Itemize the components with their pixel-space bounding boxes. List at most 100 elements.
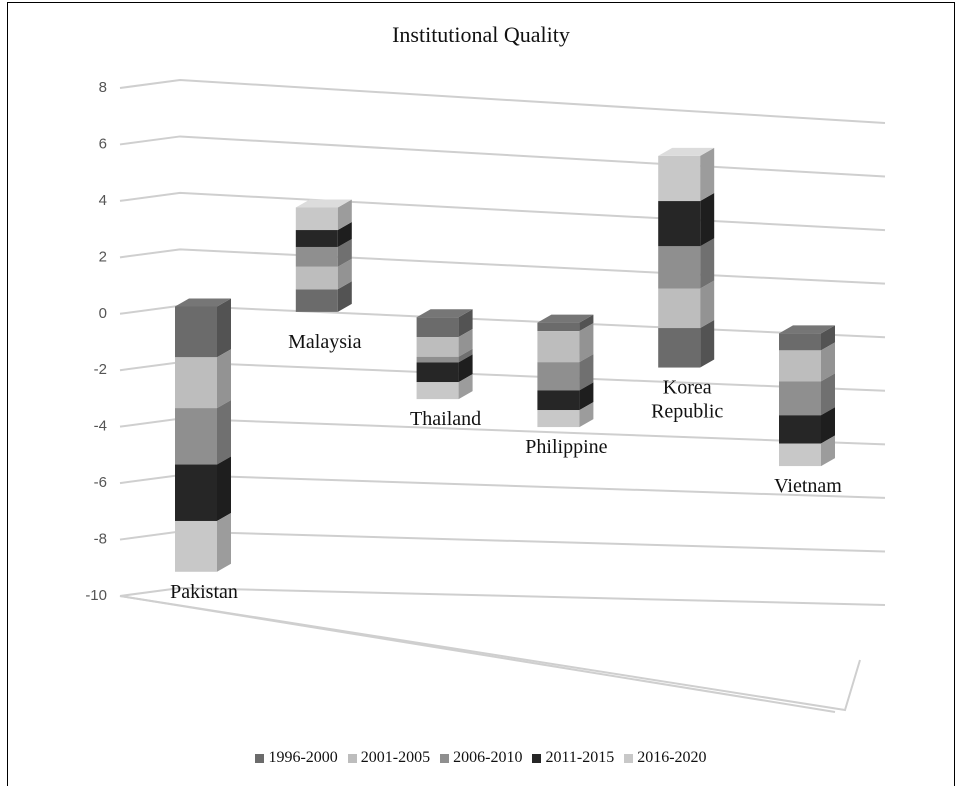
category-label: Republic xyxy=(651,401,723,423)
bar-segment-side xyxy=(337,281,352,312)
category-label: Pakistan xyxy=(170,581,238,603)
y-tick-label: -2 xyxy=(94,361,107,378)
bar-segment-front xyxy=(416,337,459,357)
bar-segment-front xyxy=(175,464,217,521)
gridline xyxy=(119,586,886,606)
bar-segment-side xyxy=(700,280,715,329)
bar-segment-front xyxy=(658,155,701,202)
category-labels: Pakistan Malaysia Thailand Philippine KoreaR… xyxy=(170,331,842,603)
bar-segment-side xyxy=(458,329,473,357)
legend-swatch xyxy=(255,753,265,763)
y-tick-label: 4 xyxy=(99,192,107,209)
legend-label: 2006-2010 xyxy=(453,749,523,766)
category-label: Vietnam xyxy=(774,475,842,497)
bar-segment-side xyxy=(700,320,715,368)
bar-segment-side xyxy=(579,323,594,363)
bar-segment-side xyxy=(821,407,835,444)
gridline xyxy=(119,474,886,499)
bar-segment-side xyxy=(458,374,473,400)
bar-stack xyxy=(779,325,835,467)
bar-segment-side xyxy=(337,222,352,247)
legend-label: 2001-2005 xyxy=(360,749,431,766)
bar-stack xyxy=(537,314,594,428)
bar-segment-side xyxy=(579,314,594,332)
bar-segment-front xyxy=(295,266,338,290)
bar-segment-front xyxy=(779,381,821,416)
bar-segment-side xyxy=(458,354,473,383)
bar-stack xyxy=(295,199,352,312)
bar-segment-side xyxy=(458,309,473,338)
y-tick-label: -10 xyxy=(85,587,107,604)
bar-segment-side xyxy=(700,193,715,247)
gridline xyxy=(119,417,886,446)
gridline xyxy=(119,78,886,124)
legend-item: 2011-2015 xyxy=(532,749,614,767)
legend: 1996-2000 2001-2005 2006-2010 2011-2015 2016… xyxy=(0,749,962,767)
legend-label: 1996-2000 xyxy=(268,749,338,766)
legend-swatch xyxy=(624,753,634,763)
bar-segment-side xyxy=(337,199,352,231)
bar-segment-front xyxy=(537,331,580,363)
bar-top xyxy=(295,199,352,208)
gridline xyxy=(119,530,886,553)
bar-segment-front xyxy=(779,443,821,467)
category-label: Philippine xyxy=(525,436,607,458)
bar-segment-front xyxy=(175,306,217,358)
bar-segment-side xyxy=(217,298,231,358)
legend-item: 2001-2005 xyxy=(347,749,431,767)
bar-segment-side xyxy=(821,373,835,416)
bar-segment-side xyxy=(217,349,231,409)
floor-front-edge xyxy=(119,595,836,713)
bar-segment-side xyxy=(337,238,352,267)
bar-segment-front xyxy=(658,246,701,289)
legend-item: 2016-2020 xyxy=(624,749,707,767)
bar-segment-front xyxy=(175,520,217,572)
bar-top xyxy=(175,298,231,307)
y-tick-label: -8 xyxy=(94,531,107,548)
gridline xyxy=(119,361,886,392)
bar-segment-front xyxy=(537,390,580,411)
gridline xyxy=(119,135,886,178)
bar-segment-front xyxy=(779,415,821,444)
bar-segment-front xyxy=(416,317,459,338)
bar-segment-front xyxy=(416,362,459,383)
category-label: Malaysia xyxy=(288,331,361,353)
legend-label: 2011-2015 xyxy=(545,749,615,766)
bar-segment-front xyxy=(658,288,701,329)
y-axis-ticks: 8 6 4 2 0 -2 -4 -6 -8 -10 xyxy=(85,79,107,604)
bar-segment-front xyxy=(537,322,580,332)
legend-item: 2006-2010 xyxy=(440,749,522,767)
bar-segment-side xyxy=(821,435,835,467)
bar-segment-front xyxy=(295,207,338,231)
bar-segment-front xyxy=(537,362,580,391)
legend-swatch xyxy=(532,753,542,763)
grid-layer xyxy=(119,78,886,713)
bar-segment-front xyxy=(295,246,338,267)
bar-stack xyxy=(175,298,231,572)
bar-top xyxy=(416,309,473,318)
bar-segment-front xyxy=(779,333,821,351)
bar-segment-side xyxy=(337,258,352,290)
chart-title: Institutional Quality xyxy=(392,22,570,47)
gridline xyxy=(119,248,886,285)
bar-top xyxy=(537,314,594,323)
bar-segment-side xyxy=(217,456,231,521)
bar-segment-front xyxy=(295,230,338,247)
bar-top xyxy=(658,147,715,156)
bar-segment-side xyxy=(579,402,594,428)
y-tick-label: 2 xyxy=(99,248,107,265)
bar-layer xyxy=(175,147,835,572)
y-tick-label: 8 xyxy=(99,79,107,96)
bar-segment-side xyxy=(579,382,594,411)
bar-segment-side xyxy=(700,147,715,202)
bar-top xyxy=(779,325,835,334)
bar-segment-front xyxy=(658,201,701,247)
bar-segment-front xyxy=(175,357,217,409)
y-tick-label: 6 xyxy=(99,135,107,152)
category-label: Thailand xyxy=(410,408,481,430)
floor-edge xyxy=(119,595,861,712)
y-tick-label: 0 xyxy=(99,305,107,322)
bar-segment-side xyxy=(821,342,835,382)
y-tick-label: -4 xyxy=(94,418,107,435)
